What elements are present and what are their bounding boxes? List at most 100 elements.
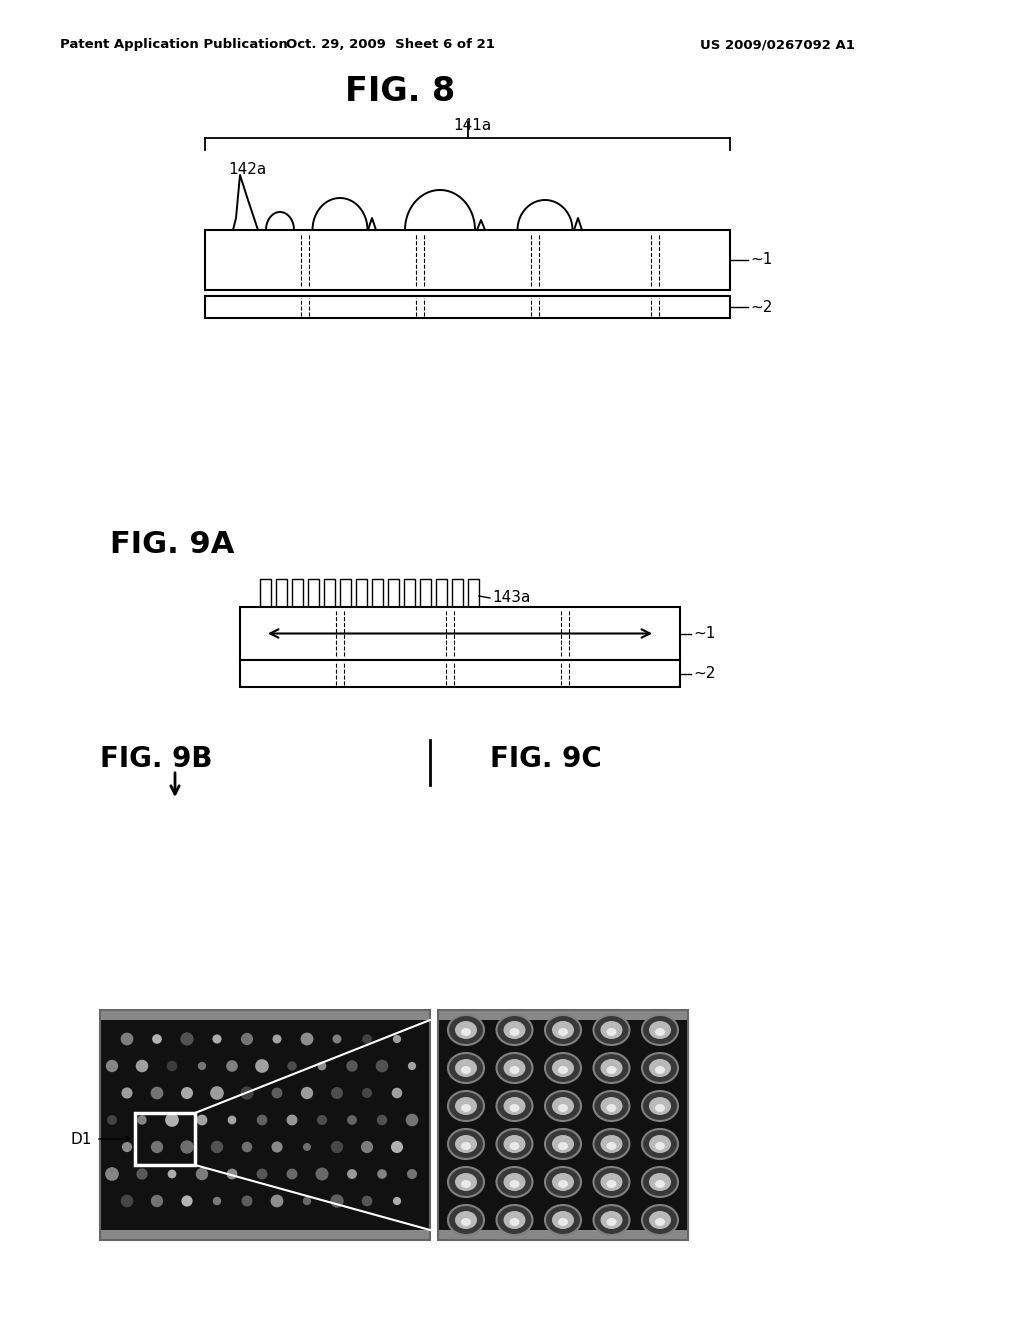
- Ellipse shape: [649, 1020, 671, 1039]
- Ellipse shape: [594, 1092, 630, 1121]
- Ellipse shape: [642, 1167, 678, 1197]
- Ellipse shape: [649, 1097, 671, 1115]
- Ellipse shape: [510, 1028, 519, 1036]
- Bar: [276, 579, 287, 607]
- Ellipse shape: [461, 1142, 471, 1150]
- Circle shape: [393, 1197, 401, 1205]
- Ellipse shape: [649, 1135, 671, 1152]
- Ellipse shape: [594, 1053, 630, 1082]
- Bar: [438, 1010, 688, 1020]
- Bar: [260, 579, 271, 607]
- Circle shape: [226, 1060, 238, 1072]
- Text: 143a: 143a: [492, 590, 530, 605]
- Circle shape: [212, 1035, 221, 1044]
- Text: FIG. 9A: FIG. 9A: [110, 531, 234, 558]
- Circle shape: [210, 1086, 224, 1100]
- Ellipse shape: [655, 1067, 665, 1074]
- Circle shape: [271, 1142, 283, 1152]
- Ellipse shape: [558, 1028, 568, 1036]
- Circle shape: [406, 1114, 419, 1126]
- Ellipse shape: [497, 1205, 532, 1236]
- Bar: [240, 607, 680, 660]
- Circle shape: [331, 1195, 344, 1208]
- Circle shape: [270, 1195, 284, 1208]
- Ellipse shape: [606, 1067, 616, 1074]
- Ellipse shape: [461, 1180, 471, 1188]
- Ellipse shape: [594, 1015, 630, 1045]
- Circle shape: [181, 1086, 194, 1100]
- Bar: [452, 579, 463, 607]
- Ellipse shape: [510, 1218, 519, 1226]
- Circle shape: [180, 1140, 194, 1154]
- Circle shape: [226, 1168, 238, 1179]
- Circle shape: [347, 1170, 357, 1179]
- Circle shape: [257, 1114, 267, 1126]
- Bar: [308, 579, 319, 607]
- Circle shape: [377, 1170, 387, 1179]
- Circle shape: [151, 1195, 163, 1208]
- Bar: [100, 1010, 430, 1239]
- Ellipse shape: [461, 1067, 471, 1074]
- Ellipse shape: [594, 1129, 630, 1159]
- Ellipse shape: [649, 1173, 671, 1191]
- Bar: [100, 1010, 430, 1020]
- Circle shape: [271, 1088, 283, 1098]
- Text: ~2: ~2: [693, 667, 716, 681]
- Ellipse shape: [558, 1104, 568, 1111]
- Bar: [438, 1010, 688, 1239]
- Ellipse shape: [455, 1020, 477, 1039]
- Circle shape: [122, 1088, 132, 1098]
- Ellipse shape: [552, 1059, 574, 1077]
- Ellipse shape: [510, 1142, 519, 1150]
- Circle shape: [136, 1060, 148, 1072]
- Ellipse shape: [606, 1028, 616, 1036]
- Circle shape: [241, 1032, 253, 1045]
- Bar: [100, 1010, 430, 1239]
- Ellipse shape: [600, 1173, 623, 1191]
- Bar: [372, 579, 383, 607]
- Circle shape: [121, 1032, 133, 1045]
- Bar: [292, 579, 303, 607]
- Bar: [100, 1230, 430, 1239]
- Text: D1: D1: [71, 1131, 92, 1147]
- Ellipse shape: [655, 1104, 665, 1111]
- Circle shape: [301, 1032, 313, 1045]
- Ellipse shape: [504, 1059, 525, 1077]
- Ellipse shape: [504, 1173, 525, 1191]
- Circle shape: [303, 1143, 311, 1151]
- Circle shape: [346, 1060, 357, 1072]
- Circle shape: [272, 1035, 282, 1044]
- Circle shape: [241, 1086, 254, 1100]
- Ellipse shape: [655, 1180, 665, 1188]
- Text: 141a: 141a: [454, 117, 492, 133]
- Ellipse shape: [606, 1104, 616, 1111]
- Circle shape: [213, 1197, 221, 1205]
- Ellipse shape: [600, 1135, 623, 1152]
- Circle shape: [180, 1032, 194, 1045]
- Bar: [205, 230, 730, 290]
- Circle shape: [153, 1034, 162, 1044]
- Ellipse shape: [449, 1205, 484, 1236]
- Circle shape: [376, 1060, 388, 1072]
- Circle shape: [181, 1196, 193, 1206]
- Circle shape: [287, 1168, 297, 1180]
- Circle shape: [301, 1086, 313, 1100]
- Circle shape: [392, 1088, 402, 1098]
- Ellipse shape: [545, 1129, 581, 1159]
- Ellipse shape: [455, 1135, 477, 1152]
- Ellipse shape: [455, 1173, 477, 1191]
- Ellipse shape: [449, 1167, 484, 1197]
- Text: Oct. 29, 2009  Sheet 6 of 21: Oct. 29, 2009 Sheet 6 of 21: [286, 38, 495, 51]
- Ellipse shape: [461, 1218, 471, 1226]
- Ellipse shape: [545, 1167, 581, 1197]
- Text: ~2: ~2: [750, 300, 772, 314]
- Ellipse shape: [606, 1218, 616, 1226]
- Circle shape: [407, 1170, 417, 1179]
- Bar: [388, 579, 399, 607]
- Circle shape: [393, 1035, 401, 1043]
- Ellipse shape: [455, 1210, 477, 1229]
- Circle shape: [167, 1061, 177, 1072]
- Circle shape: [211, 1140, 223, 1154]
- Circle shape: [331, 1088, 343, 1100]
- Text: FIG. 8: FIG. 8: [345, 75, 455, 108]
